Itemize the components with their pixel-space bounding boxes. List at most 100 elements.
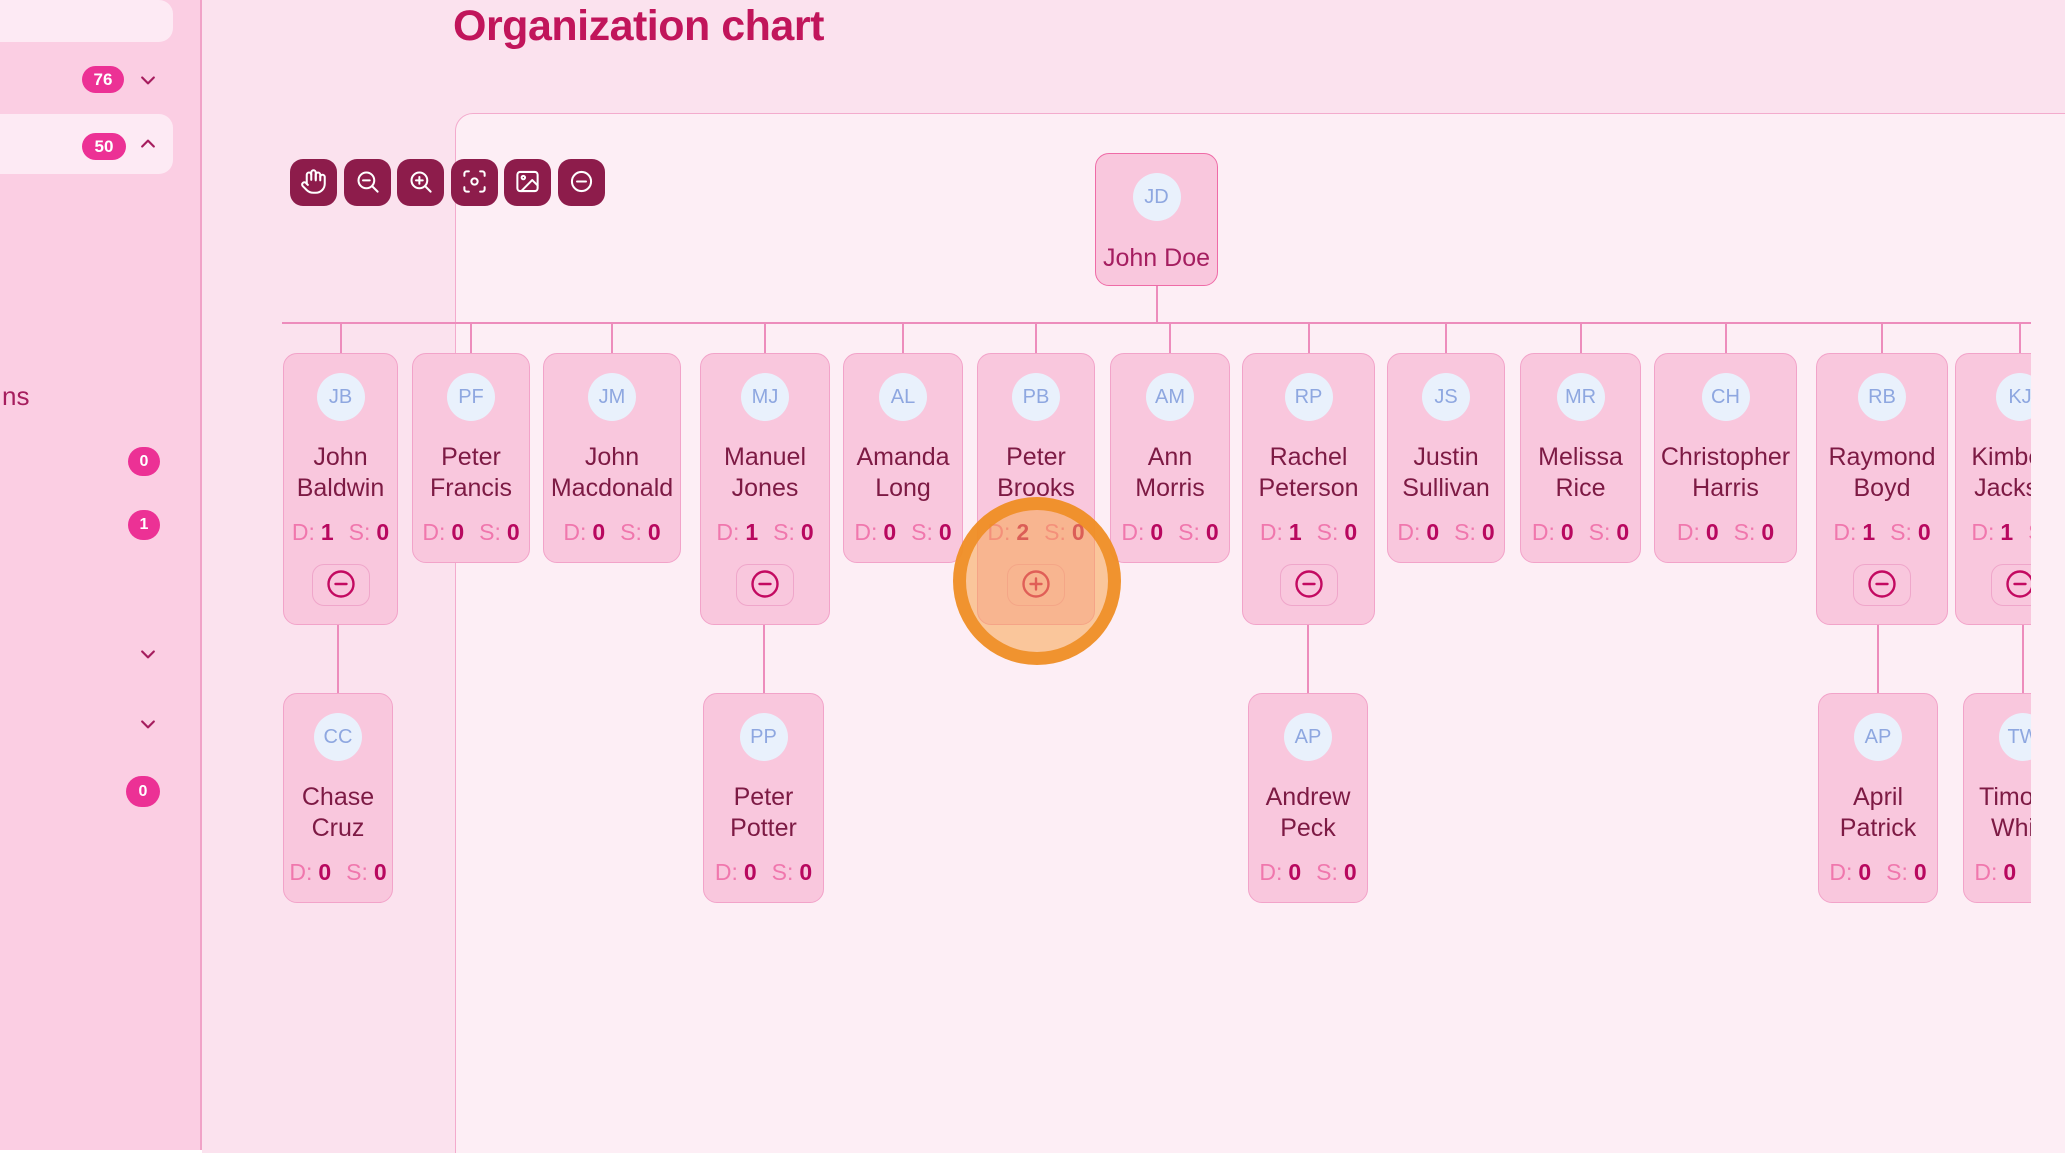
connector-line [2019, 324, 2021, 353]
avatar: MR [1556, 373, 1605, 421]
org-node-cc[interactable]: CC Chase Cruz D: 0 S: 0 [283, 693, 393, 903]
connector-line [1035, 324, 1037, 353]
zoom-out-button[interactable] [343, 159, 391, 206]
sidebar: 76 50 ns 0 1 0 [0, 0, 202, 1150]
connector-line [764, 324, 766, 353]
avatar: AP [1854, 713, 1902, 761]
connector-line [1307, 324, 1310, 353]
node-stats: D:0 S:0 [1531, 519, 1630, 545]
org-node-mj[interactable]: MJ Manuel Jones D: 1 S: 0 [700, 353, 830, 625]
pan-button[interactable] [290, 159, 337, 206]
connector-line [1445, 324, 1447, 353]
employee-name: Amanda Long [856, 443, 950, 502]
org-node-jb[interactable]: JB John Baldwin D: 1 S: 0 [283, 353, 398, 625]
focus-icon [461, 168, 488, 198]
org-node-ap[interactable]: AP Andrew Peck D: 0 S: 0 [1248, 693, 1368, 903]
org-node-mr[interactable]: MR Melissa Rice D: 0 S: 0 [1520, 353, 1641, 563]
avatar: MJ [741, 373, 789, 421]
employee-name: Justin Sullivan [1402, 443, 1490, 502]
avatar: PB [1012, 373, 1060, 421]
connector-line [339, 324, 342, 353]
org-node-jm[interactable]: JM John Macdonald D: 0 S: 0 [543, 353, 681, 563]
connector-line [1881, 324, 1883, 353]
avatar: JS [1422, 373, 1470, 421]
avatar: TW [1999, 713, 2031, 761]
collapse-node-button[interactable] [736, 564, 794, 606]
node-stats: D:0 S:0 [289, 859, 387, 885]
fit-view-button[interactable] [450, 159, 498, 206]
node-stats: D:0 S:0 [854, 519, 952, 545]
avatar: CH [1701, 373, 1750, 421]
employee-name: Melissa Rice [1538, 443, 1623, 502]
connector-line [337, 625, 339, 693]
chevron-down-icon[interactable] [138, 70, 158, 90]
collapse-node-button[interactable] [311, 564, 370, 606]
org-node-al[interactable]: AL Amanda Long D: 0 S: 0 [843, 353, 963, 563]
avatar: RB [1858, 373, 1906, 421]
collapse-node-button[interactable] [1991, 564, 2031, 606]
connector-line [1579, 324, 1582, 353]
org-node-pb[interactable]: PB Peter Brooks D: 2 S: 0 [977, 353, 1095, 625]
employee-name: Peter Francis [430, 443, 512, 502]
sidebar-item-top[interactable] [0, 0, 173, 42]
zoom-out-icon [354, 168, 381, 198]
connector-line [470, 324, 472, 353]
org-node-js[interactable]: JS Justin Sullivan D: 0 S: 0 [1387, 353, 1505, 563]
page-title: Organization chart [453, 2, 824, 50]
node-stats: D:0 S:0 [1121, 519, 1219, 545]
org-node-ch[interactable]: CH Christopher Harris D: 0 S: 0 [1654, 353, 1797, 563]
node-stats: D:0 S:0 [563, 519, 661, 545]
employee-name: Raymond Boyd [1828, 443, 1936, 502]
node-stats: D:0 S:0 [1829, 859, 1927, 885]
org-node-ap2[interactable]: AP April Patrick D: 0 S: 0 [1818, 693, 1938, 903]
org-chart-canvas[interactable] [455, 113, 2065, 1153]
plus-circle-icon [1020, 568, 1052, 603]
hand-icon [300, 168, 327, 198]
node-stats: D:0 S:0 [1676, 519, 1775, 545]
employee-name: April Patrick [1839, 783, 1917, 842]
employee-name: John Macdonald [550, 443, 674, 502]
node-stats: D:0 S:0 [714, 859, 813, 885]
chevron-up-icon[interactable] [138, 134, 158, 154]
minus-circle-icon [568, 168, 595, 198]
connector-line [1724, 324, 1727, 353]
chevron-down-icon[interactable] [138, 644, 158, 664]
org-node-am[interactable]: AM Ann Morris D: 0 S: 0 [1110, 353, 1230, 563]
collapse-node-button[interactable] [1279, 564, 1338, 606]
zoom-in-button[interactable] [397, 159, 444, 206]
org-node-root[interactable]: JD John Doe [1095, 153, 1218, 286]
sidebar-count-badge: 50 [82, 133, 126, 160]
node-stats: D:1 S:0 [291, 519, 390, 545]
org-node-rp[interactable]: RP Rachel Peterson D: 1 S: 0 [1242, 353, 1375, 625]
export-image-button[interactable] [504, 159, 551, 206]
employee-name: John Doe [1102, 244, 1211, 272]
expand-node-button[interactable] [1007, 564, 1065, 606]
org-node-pf[interactable]: PF Peter Francis D: 0 S: 0 [412, 353, 530, 563]
collapse-all-button[interactable] [557, 159, 605, 206]
employee-name: Rachel Peterson [1258, 443, 1359, 502]
connector-line [902, 324, 904, 353]
node-stats: D:1 S:0 [1833, 519, 1931, 545]
connector-line [2022, 625, 2024, 693]
connector-line [1155, 286, 1158, 322]
org-node-kj[interactable]: KJ KimberlyJackson D:1 S:0 [1955, 353, 2031, 625]
minus-circle-icon [1293, 568, 1325, 603]
avatar: AL [879, 373, 927, 421]
avatar: AP [1284, 713, 1332, 761]
avatar: JM [588, 373, 636, 421]
node-stats: D:1 S:0 [1259, 519, 1358, 545]
chevron-down-icon[interactable] [138, 714, 158, 734]
minus-circle-icon [2004, 568, 2031, 603]
avatar: CC [314, 713, 362, 761]
collapse-node-button[interactable] [1853, 564, 1911, 606]
avatar: JB [316, 373, 365, 421]
avatar: KJ [1996, 373, 2031, 421]
employee-name: Manuel Jones [724, 443, 806, 502]
org-node-rb[interactable]: RB Raymond Boyd D: 1 S: 0 [1816, 353, 1948, 625]
org-node-tw[interactable]: TW TimothyWhite D:0 S:0 [1963, 693, 2031, 903]
chart-toolbar [290, 159, 605, 206]
employee-name: KimberlyJackson [1971, 443, 2031, 502]
org-node-pp[interactable]: PP Peter Potter D: 0 S: 0 [703, 693, 824, 903]
